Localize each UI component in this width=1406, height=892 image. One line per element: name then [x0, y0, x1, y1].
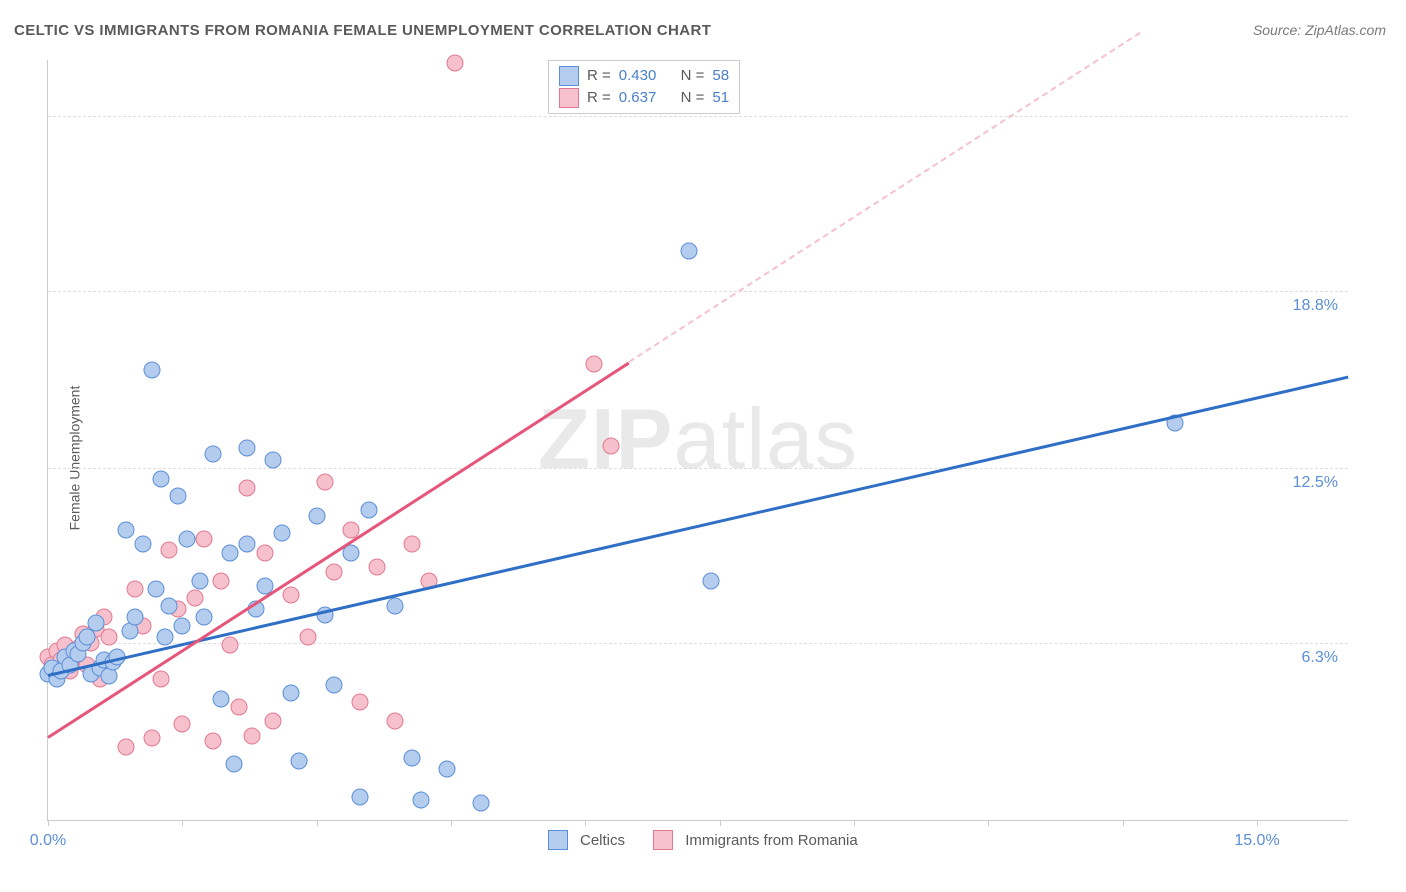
- point-romania: [144, 730, 161, 747]
- point-romania: [174, 716, 191, 733]
- point-celtics: [87, 614, 104, 631]
- point-celtics: [196, 609, 213, 626]
- correlation-legend: R = 0.430 N = 58 R = 0.637 N = 51: [548, 60, 740, 114]
- point-celtics: [152, 471, 169, 488]
- point-romania: [256, 544, 273, 561]
- point-romania: [265, 713, 282, 730]
- y-tick-label: 18.8%: [1293, 297, 1338, 315]
- point-romania: [352, 693, 369, 710]
- point-celtics: [386, 598, 403, 615]
- point-celtics: [282, 685, 299, 702]
- gridline: [48, 468, 1348, 469]
- trend-celtics: [48, 375, 1349, 676]
- point-celtics: [144, 361, 161, 378]
- x-tick: [720, 820, 721, 826]
- point-romania: [404, 536, 421, 553]
- point-romania: [243, 727, 260, 744]
- point-celtics: [126, 609, 143, 626]
- point-romania: [187, 589, 204, 606]
- point-romania: [118, 738, 135, 755]
- point-romania: [447, 54, 464, 71]
- point-romania: [326, 564, 343, 581]
- point-romania: [213, 572, 230, 589]
- x-tick: [451, 820, 452, 826]
- point-romania: [603, 437, 620, 454]
- point-celtics: [291, 752, 308, 769]
- point-celtics: [157, 629, 174, 646]
- point-celtics: [265, 451, 282, 468]
- point-celtics: [135, 536, 152, 553]
- point-romania: [161, 541, 178, 558]
- point-celtics: [404, 750, 421, 767]
- point-romania: [369, 558, 386, 575]
- point-celtics: [170, 488, 187, 505]
- point-romania: [230, 699, 247, 716]
- x-tick: [988, 820, 989, 826]
- series-legend: Celtics Immigrants from Romania: [548, 830, 858, 850]
- legend-row-romania: R = 0.637 N = 51: [559, 87, 729, 109]
- chart-title: CELTIC VS IMMIGRANTS FROM ROMANIA FEMALE…: [14, 22, 711, 39]
- y-tick-label: 12.5%: [1293, 474, 1338, 492]
- gridline: [48, 116, 1348, 117]
- swatch-celtics: [548, 830, 568, 850]
- x-tick: [182, 820, 183, 826]
- point-celtics: [222, 544, 239, 561]
- point-romania: [586, 356, 603, 373]
- point-romania: [317, 474, 334, 491]
- x-tick: [1123, 820, 1124, 826]
- point-romania: [196, 530, 213, 547]
- legend-label-celtics: Celtics: [580, 832, 625, 849]
- point-romania: [386, 713, 403, 730]
- point-romania: [100, 629, 117, 646]
- x-tick: [1257, 820, 1258, 826]
- legend-row-celtics: R = 0.430 N = 58: [559, 65, 729, 87]
- x-tick: [585, 820, 586, 826]
- gridline: [48, 291, 1348, 292]
- point-celtics: [326, 676, 343, 693]
- point-celtics: [412, 792, 429, 809]
- point-celtics: [213, 690, 230, 707]
- x-tick: [317, 820, 318, 826]
- point-celtics: [308, 508, 325, 525]
- watermark: ZIPatlas: [538, 391, 858, 489]
- point-romania: [152, 671, 169, 688]
- point-celtics: [274, 524, 291, 541]
- scatter-plot: ZIPatlas R = 0.430 N = 58 R = 0.637 N = …: [47, 60, 1348, 821]
- point-celtics: [239, 440, 256, 457]
- point-celtics: [360, 502, 377, 519]
- x-tick: [854, 820, 855, 826]
- gridline: [48, 643, 1348, 644]
- x-tick-label: 15.0%: [1234, 832, 1279, 850]
- x-tick: [48, 820, 49, 826]
- point-celtics: [239, 536, 256, 553]
- point-celtics: [191, 572, 208, 589]
- point-celtics: [681, 243, 698, 260]
- point-celtics: [174, 617, 191, 634]
- y-tick-label: 6.3%: [1302, 649, 1338, 667]
- point-romania: [300, 629, 317, 646]
- swatch-romania: [559, 88, 579, 108]
- point-celtics: [161, 598, 178, 615]
- point-celtics: [178, 530, 195, 547]
- point-romania: [126, 581, 143, 598]
- point-celtics: [118, 522, 135, 539]
- point-celtics: [473, 795, 490, 812]
- point-celtics: [226, 755, 243, 772]
- point-celtics: [148, 581, 165, 598]
- point-celtics: [438, 761, 455, 778]
- x-tick-label: 0.0%: [30, 832, 66, 850]
- point-romania: [204, 733, 221, 750]
- source-label: Source: ZipAtlas.com: [1253, 22, 1386, 38]
- point-romania: [222, 637, 239, 654]
- point-romania: [282, 586, 299, 603]
- swatch-celtics: [559, 66, 579, 86]
- swatch-romania: [653, 830, 673, 850]
- point-celtics: [204, 446, 221, 463]
- legend-label-romania: Immigrants from Romania: [685, 832, 858, 849]
- point-celtics: [352, 789, 369, 806]
- point-romania: [239, 479, 256, 496]
- point-celtics: [703, 572, 720, 589]
